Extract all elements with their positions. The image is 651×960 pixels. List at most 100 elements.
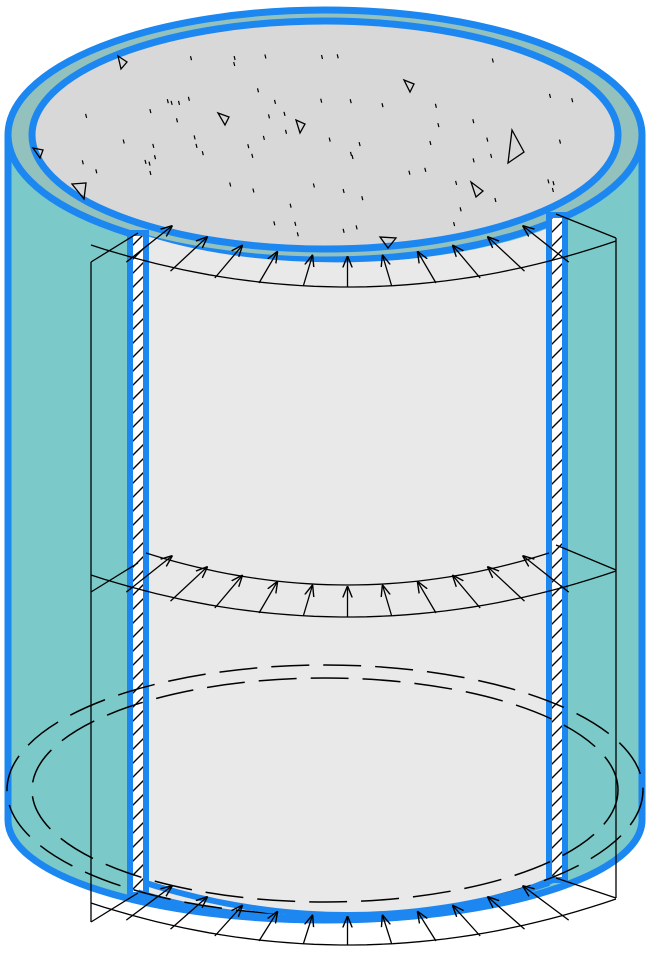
surface-dot — [424, 167, 427, 172]
surface-dot — [144, 159, 147, 165]
surface-dot — [273, 221, 276, 226]
surface-dot — [284, 129, 288, 134]
band-arc-middle — [90, 570, 617, 618]
surface-dot — [175, 118, 179, 123]
surface-dot — [170, 100, 173, 106]
surface-dot — [349, 151, 353, 157]
surface-dot — [437, 122, 440, 128]
surface-dot — [358, 141, 361, 147]
surface-dot — [81, 160, 84, 165]
surface-dot — [472, 158, 475, 163]
surface-dot — [153, 155, 157, 160]
pressure-arrow — [302, 256, 312, 287]
pressure-bands — [90, 226, 617, 946]
surface-dot — [349, 99, 352, 104]
surface-dot — [434, 103, 437, 108]
surface-dot — [491, 58, 494, 63]
pressure-arrow — [125, 226, 171, 263]
surface-dot — [486, 137, 489, 142]
surface-dot — [251, 153, 254, 158]
cutaway-panel — [138, 225, 556, 920]
surface-dot — [429, 140, 432, 146]
surface-dot — [233, 55, 236, 61]
pressure-arrow — [214, 246, 242, 279]
frame-lines — [90, 213, 617, 923]
pressure-arrow — [258, 252, 277, 284]
surface-dot — [166, 99, 169, 104]
pressure-arrow — [488, 897, 525, 930]
surface-dot — [267, 114, 271, 119]
pressure-arrow — [125, 556, 171, 593]
surface-dot — [264, 54, 267, 59]
surface-dot — [551, 187, 554, 193]
surface-dot — [195, 143, 198, 149]
pressure-arrow — [258, 912, 277, 942]
pressure-arrow — [383, 916, 393, 945]
surface-dot — [256, 88, 260, 93]
surface-dot — [149, 108, 152, 114]
surface-dot — [149, 170, 152, 176]
surface-dot — [273, 99, 277, 105]
surface-dot — [229, 182, 232, 187]
surface-dot — [381, 103, 384, 108]
pressure-arrow — [488, 567, 525, 602]
pressure-arrow — [383, 586, 393, 617]
surface-dot — [490, 153, 493, 159]
surface-dot — [122, 139, 125, 144]
pressure-arrow — [302, 916, 312, 945]
surface-dot — [187, 96, 190, 101]
surface-dot — [320, 98, 323, 103]
surface-dot — [289, 203, 292, 208]
surface-dot — [328, 137, 331, 142]
surface-dot — [148, 161, 151, 166]
pressure-arrow — [418, 912, 437, 942]
pressure-arrow — [488, 237, 525, 272]
surface-dot — [351, 154, 354, 160]
pressure-arrow — [302, 586, 312, 617]
pressure-band-bottom — [90, 880, 617, 946]
surface-texture — [31, 54, 525, 250]
surface-dot — [177, 100, 181, 106]
band-arc-top — [90, 240, 617, 288]
pressure-arrow — [453, 576, 481, 609]
surface-dot — [193, 135, 196, 140]
band-wall-middle — [145, 552, 550, 586]
pressure-arrow — [453, 246, 481, 279]
pressure-arrow — [125, 886, 171, 921]
pressure-arrow — [418, 582, 437, 614]
surface-dot — [95, 169, 98, 174]
pressure-band-top — [90, 226, 617, 288]
surface-dot — [459, 207, 462, 212]
surface-dot — [494, 197, 497, 203]
surface-dot — [189, 56, 193, 61]
surface-dot — [252, 188, 255, 193]
pressure-arrow — [383, 256, 393, 287]
pressure-arrow — [170, 567, 207, 602]
pressure-arrow — [523, 886, 570, 921]
surface-dot — [294, 221, 297, 226]
surface-dot — [233, 61, 236, 67]
surface-dot — [558, 139, 562, 144]
pressure-band-middle — [90, 552, 617, 618]
tank-top-surface — [28, 17, 622, 253]
pressure-arrow — [170, 237, 207, 272]
surface-dot — [312, 183, 315, 188]
left-cut-edge — [127, 230, 149, 898]
pressure-arrow — [523, 556, 570, 593]
band-wall-bottom — [145, 880, 550, 919]
surface-dot — [342, 188, 345, 194]
surface-dot — [472, 119, 475, 124]
surface-dot — [361, 196, 364, 201]
surface-dot — [85, 113, 88, 119]
surface-dot — [262, 135, 265, 141]
surface-dot — [455, 180, 458, 186]
surface-dot — [247, 144, 250, 149]
surface-dot — [453, 221, 456, 227]
surface-dots — [81, 54, 574, 237]
pressure-arrow — [453, 906, 481, 937]
pressure-arrow — [170, 897, 207, 930]
surface-dot — [571, 98, 574, 103]
pressure-arrow — [523, 226, 570, 263]
